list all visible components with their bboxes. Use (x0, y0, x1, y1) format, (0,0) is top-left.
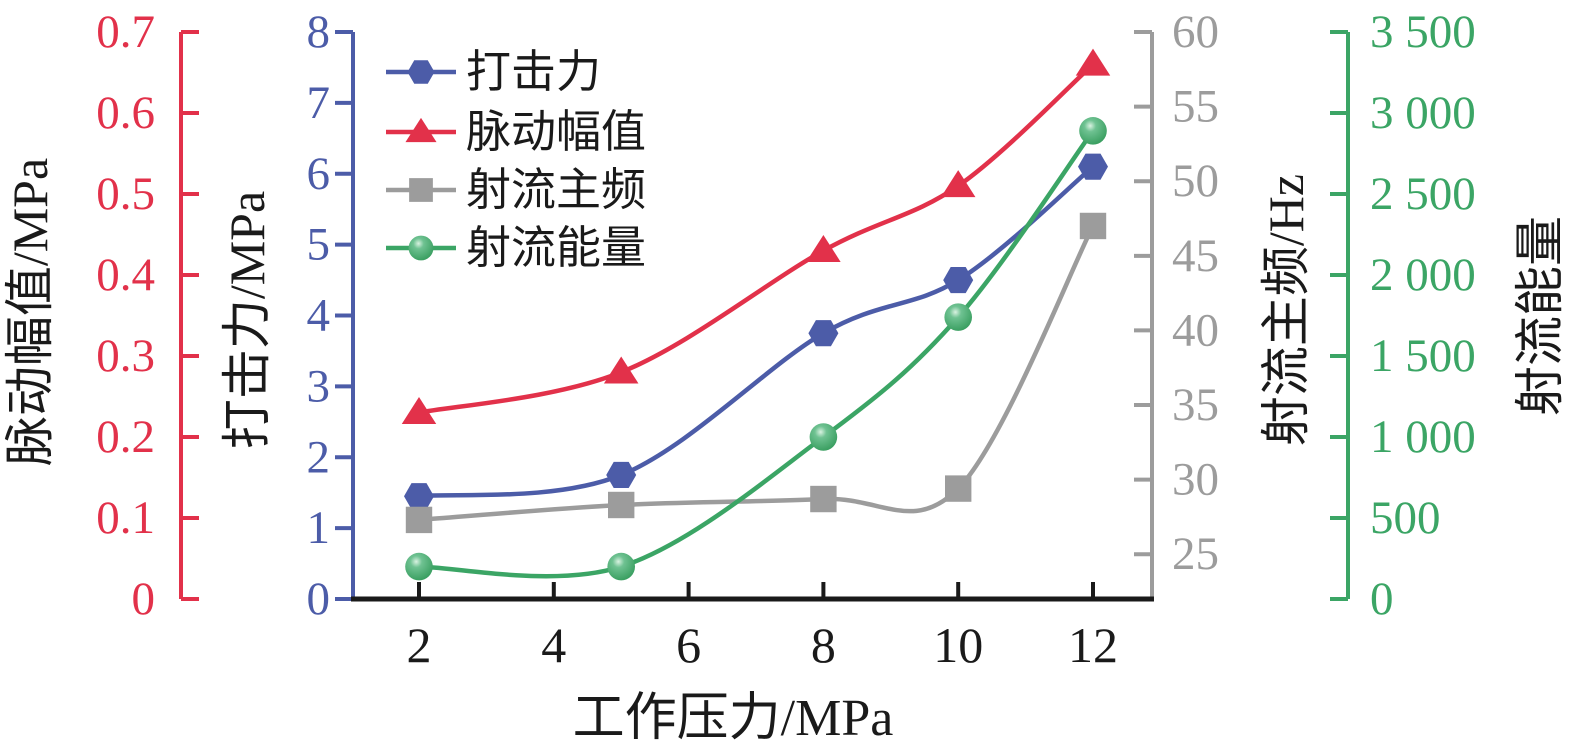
legend-item-pulsation-label: 脉动幅值 (466, 107, 646, 157)
impact-tick-label: 3 (307, 360, 331, 412)
x-tick-label: 2 (407, 617, 432, 673)
pulsation-tick-label: 0 (132, 573, 156, 625)
series-pulsation-marker (806, 234, 841, 262)
series-energy-marker (405, 552, 433, 581)
energy-tick-label: 2 000 (1370, 249, 1476, 301)
energy-tick-label: 0 (1370, 573, 1394, 625)
energy-tick-label: 3 500 (1370, 6, 1476, 58)
impact-tick-label: 8 (307, 6, 331, 58)
series-impact-marker (943, 267, 974, 294)
series-impact-marker (606, 461, 637, 489)
series-impact-marker (808, 320, 839, 347)
frequency-tick-label: 25 (1172, 528, 1219, 580)
pulsation-tick-label: 0.2 (96, 411, 155, 463)
energy-tick-label: 1 500 (1370, 330, 1476, 382)
series-pulsation-marker (940, 170, 976, 198)
impact-tick-label: 4 (307, 290, 331, 342)
series-impact-line (416, 164, 1096, 499)
series-energy-marker (1079, 117, 1107, 145)
frequency-tick-label: 35 (1172, 379, 1219, 431)
legend-item-frequency-marker (409, 178, 433, 202)
series-pulsation-marker (603, 356, 639, 384)
pulsation-axis-title: 脉动幅值/MPa (2, 157, 58, 467)
pulsation-tick-label: 0.7 (96, 6, 155, 58)
legend-item-frequency-label: 射流主频 (466, 165, 646, 215)
series-frequency-marker (405, 506, 433, 534)
frequency-axis-title: 射流主频/Hz (1258, 173, 1314, 447)
energy-tick-label: 500 (1370, 492, 1441, 544)
series-pulsation-marker (401, 396, 437, 424)
energy-tick-label: 1 000 (1370, 411, 1476, 463)
frequency-tick-label: 60 (1172, 6, 1219, 58)
energy-axis-title: 射流能量 (1512, 216, 1568, 416)
x-tick-label: 10 (933, 617, 983, 673)
pulsation-tick-label: 0.5 (96, 168, 155, 220)
series-energy-marker (809, 423, 838, 451)
legend-item-impact-label: 打击力 (466, 47, 601, 97)
energy-tick-label: 3 000 (1370, 87, 1476, 139)
series-frequency-marker (1079, 212, 1107, 240)
series-frequency-marker (810, 485, 837, 513)
impact-tick-label: 6 (307, 148, 331, 200)
x-tick-label: 12 (1068, 617, 1118, 673)
pulsation-tick-label: 0.6 (96, 87, 155, 139)
frequency-tick-label: 50 (1172, 155, 1219, 207)
series-pulsation-marker (1075, 48, 1111, 76)
frequency-tick-label: 40 (1172, 304, 1219, 356)
legend-item-energy-label: 射流能量 (466, 223, 646, 273)
series-frequency-marker (945, 475, 972, 502)
series-energy-marker (607, 552, 635, 581)
impact-tick-label: 5 (307, 219, 331, 271)
pulsation-tick-label: 0.1 (96, 492, 155, 544)
frequency-tick-label: 45 (1172, 230, 1219, 282)
impact-tick-label: 7 (307, 77, 331, 129)
series-energy-marker (944, 303, 972, 331)
x-axis-title: 工作压力/MPa (572, 690, 894, 747)
pulsation-tick-label: 0.4 (96, 249, 155, 301)
x-tick-label: 6 (676, 617, 701, 673)
legend-item-pulsation-marker (405, 117, 437, 143)
legend-item-impact-marker (407, 60, 435, 84)
series-impact-marker (404, 483, 434, 510)
impact-tick-label: 2 (307, 431, 331, 483)
series-impact-marker (1078, 153, 1108, 180)
x-tick-label: 4 (541, 617, 566, 673)
legend-item-energy-marker (408, 235, 434, 261)
series-frequency-marker (608, 491, 635, 519)
energy-tick-label: 2 500 (1370, 168, 1476, 220)
pulsation-tick-label: 0.3 (96, 330, 155, 382)
frequency-tick-label: 55 (1172, 81, 1219, 133)
frequency-tick-label: 30 (1172, 454, 1219, 506)
x-tick-label: 8 (811, 617, 836, 673)
impact-tick-label: 1 (307, 502, 331, 554)
impact-tick-label: 0 (307, 573, 331, 625)
impact-axis-title: 打击力/MPa (219, 190, 275, 450)
